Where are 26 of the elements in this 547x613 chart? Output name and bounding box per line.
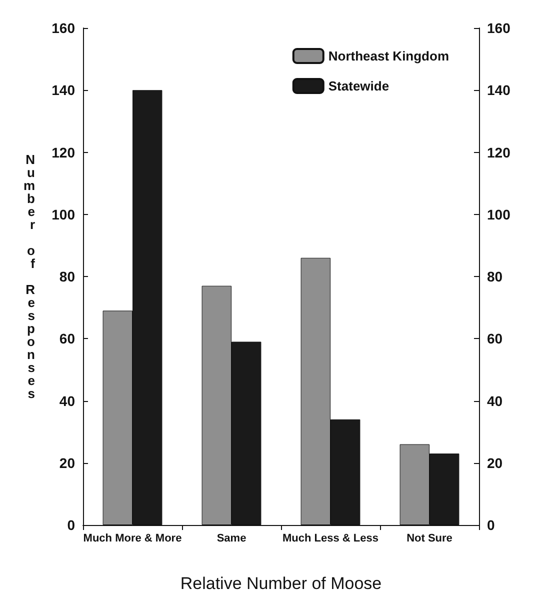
- x-tick-label: Much More & More: [83, 532, 182, 544]
- y2-tick-label: 60: [487, 330, 503, 347]
- y2-tick-label: 0: [487, 517, 495, 533]
- legend-label: Statewide: [328, 78, 390, 94]
- text: Number of Responses: [23, 152, 35, 401]
- y2-tick-label: 120: [487, 144, 511, 160]
- y2-tick-label: 40: [487, 392, 503, 409]
- y2-tick-label: 160: [487, 20, 511, 36]
- legend-label: Northeast Kingdom: [328, 48, 450, 64]
- y-tick-label: 100: [52, 206, 76, 222]
- y-tick-label: 140: [52, 82, 76, 98]
- y-tick-label: 120: [52, 144, 76, 160]
- y-tick-label: 160: [52, 20, 76, 36]
- y2-tick-label: 140: [487, 82, 511, 98]
- y2-tick-label: 80: [487, 268, 503, 284]
- y-tick-label: 0: [67, 517, 76, 533]
- y-tick-label: 20: [59, 454, 76, 471]
- x-tick-label: Much Less & Less: [282, 532, 378, 544]
- x-tick-label: Not Sure: [406, 532, 452, 544]
- y-tick-label: 80: [59, 268, 76, 284]
- y-tick-label: 40: [59, 392, 76, 409]
- y-tick-label: 60: [59, 330, 76, 347]
- x-axis-title: Relative Number of Moose: [180, 574, 382, 593]
- y2-tick-label: 20: [487, 454, 503, 471]
- x-tick-label: Same: [216, 532, 246, 544]
- y2-tick-label: 100: [487, 206, 511, 222]
